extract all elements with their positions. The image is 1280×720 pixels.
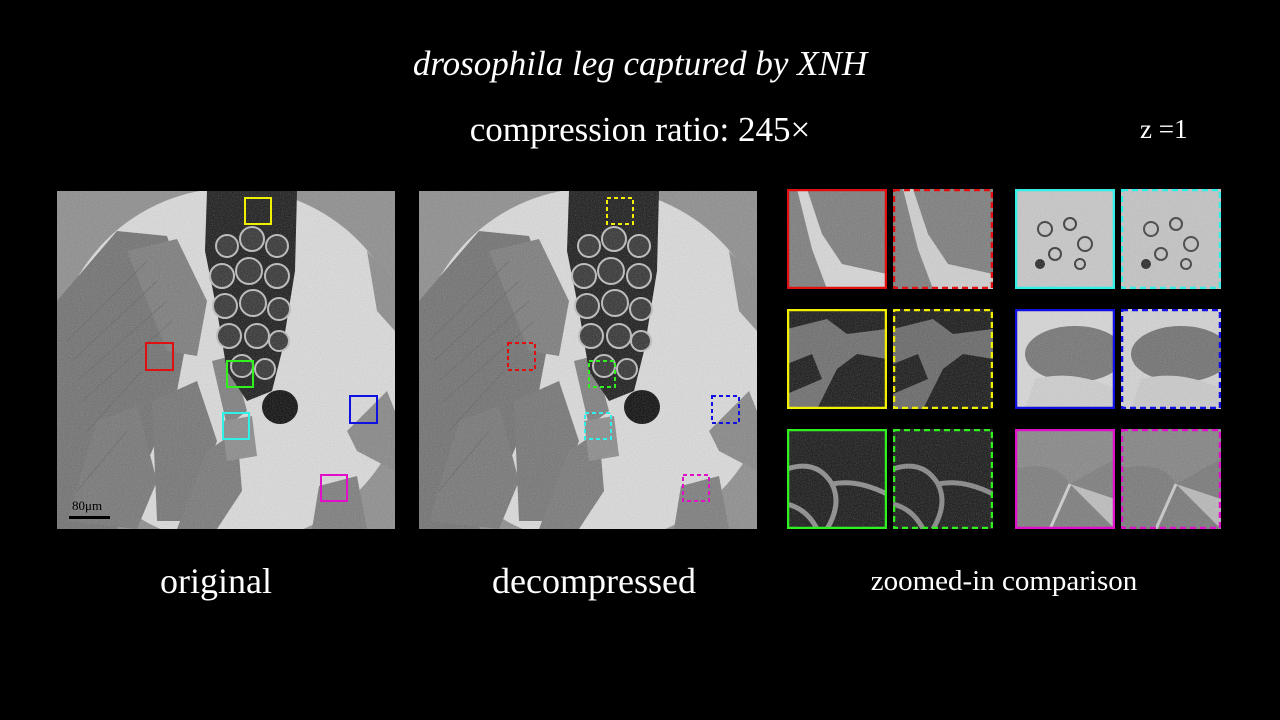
zoom-green-decompressed — [893, 429, 993, 529]
roi-red-box-dashed — [507, 342, 536, 371]
roi-blue-box — [349, 395, 378, 424]
scale-bar — [69, 516, 110, 519]
zoom-red-original — [787, 189, 887, 289]
decompressed-micrograph — [419, 191, 757, 529]
zoom-magenta-original — [1015, 429, 1115, 529]
roi-cyan-box-dashed — [584, 412, 612, 440]
z-slice-label: z =1 — [1140, 114, 1188, 144]
zoom-cyan-decompressed — [1121, 189, 1221, 289]
scale-bar-label: 80μm — [72, 498, 102, 513]
zoom-blue-original — [1015, 309, 1115, 409]
zoom-comparison-caption: zoomed-in comparison — [870, 565, 1138, 597]
original-micrograph: 80μm — [57, 191, 395, 529]
compression-ratio-label: compression ratio: 245× — [469, 110, 811, 149]
decompressed-image-panel — [419, 191, 757, 529]
roi-magenta-box — [320, 474, 348, 502]
roi-red-box — [145, 342, 174, 371]
figure-title: drosophila leg captured by XNH — [412, 44, 868, 83]
zoom-green-original — [787, 429, 887, 529]
original-caption: original — [160, 561, 272, 601]
roi-magenta-box-dashed — [682, 474, 710, 502]
zoom-magenta-decompressed — [1121, 429, 1221, 529]
roi-green-box-dashed — [588, 360, 616, 388]
zoom-red-decompressed — [893, 189, 993, 289]
roi-yellow-box — [244, 197, 272, 225]
zoom-yellow-decompressed — [893, 309, 993, 409]
roi-cyan-box — [222, 412, 250, 440]
roi-green-box — [226, 360, 254, 388]
original-image-panel: 80μm — [57, 191, 395, 529]
zoom-cyan-original — [1015, 189, 1115, 289]
roi-blue-box-dashed — [711, 395, 740, 424]
decompressed-caption: decompressed — [492, 561, 696, 601]
zoom-blue-decompressed — [1121, 309, 1221, 409]
zoom-yellow-original — [787, 309, 887, 409]
roi-yellow-box-dashed — [606, 197, 634, 225]
